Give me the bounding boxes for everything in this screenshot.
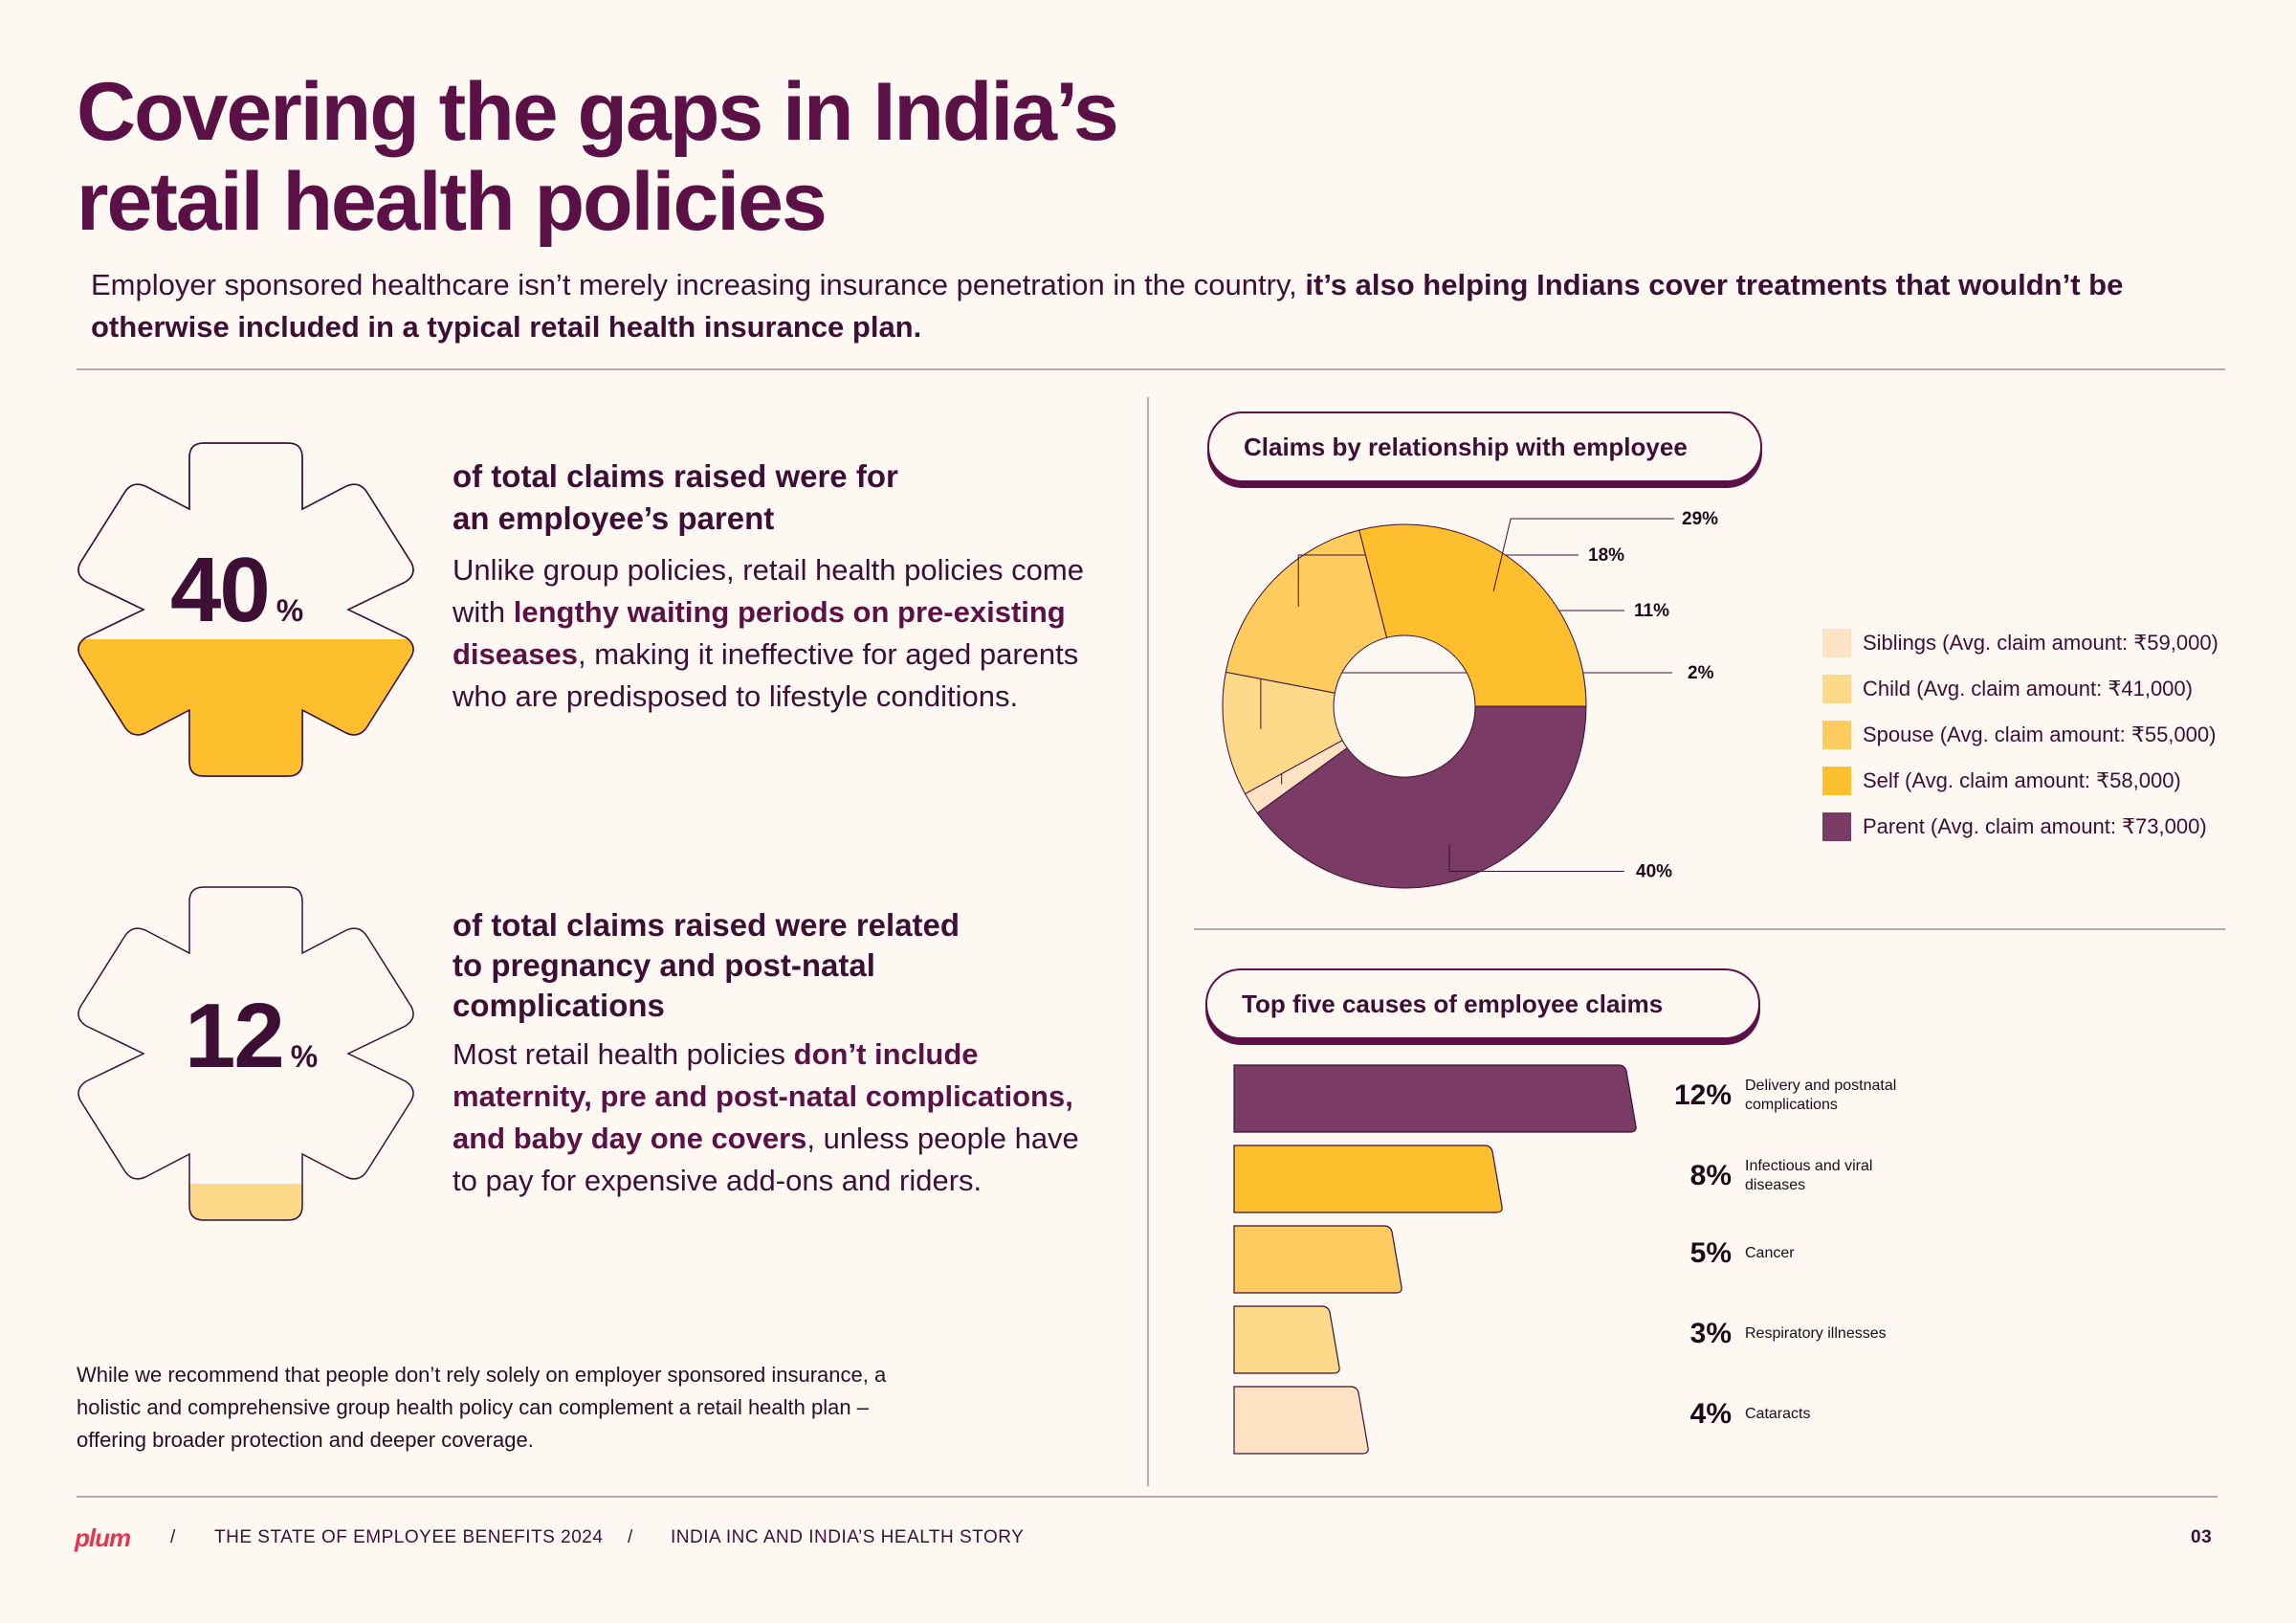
stat2-fill: [189, 1184, 302, 1220]
page-number: 03: [2191, 1527, 2213, 1547]
footer-report-title: THE STATE OF EMPLOYEE BENEFITS 2024: [214, 1527, 604, 1547]
donut-chart: 40% 2% 11% 18% 29%: [1222, 509, 1718, 889]
page-title-line2: retail health policies: [77, 156, 828, 248]
donut-data-label-0: 40%: [1636, 862, 1672, 882]
stat2-body-part2: , unless people have to pay for expensiv…: [453, 1122, 1079, 1197]
donut-legend: Siblings (Avg. claim amount: ₹59,000) Chi…: [1822, 620, 2224, 850]
stat2-heading-line1: of total claims raised were related: [453, 907, 960, 943]
legend-label: Spouse (Avg. claim amount: ₹55,000): [1863, 723, 2217, 746]
stat2-asterisk-icon: [77, 886, 414, 1221]
donut-slice-0: [1256, 705, 1587, 889]
bar-1: [1233, 1145, 1503, 1213]
donut-data-label-4: 29%: [1682, 509, 1718, 529]
right-divider: [1194, 928, 2225, 930]
bar-category-label: Delivery and postnatal complications: [1745, 1078, 1897, 1113]
legend-item: Self (Avg. claim amount: ₹58,000): [1822, 758, 2224, 804]
stat1-heading-line1: of total claims raised were for: [453, 458, 898, 494]
bar-label-row: 4% Cataracts: [1665, 1398, 1936, 1431]
header-divider: [77, 368, 2225, 370]
bar-category-label: Cataracts: [1745, 1406, 1811, 1422]
stat2-body-part1: Most retail health policies: [453, 1037, 794, 1071]
bar-value-label: 8%: [1689, 1160, 1732, 1191]
legend-swatch: [1822, 675, 1851, 703]
bar-chart: [1233, 1064, 1637, 1455]
stat1-heading-line2: an employee’s parent: [453, 500, 775, 536]
stat2-unit: %: [290, 1039, 319, 1074]
bar-category-label: Infectious and viral diseases: [1745, 1158, 1873, 1193]
page-title-line1: Covering the gaps in India’s: [77, 66, 1119, 158]
legend-item: Parent (Avg. claim amount: ₹73,000): [1822, 804, 2224, 850]
legend-swatch: [1822, 721, 1851, 749]
stat1-body-part1: Unlike group policies, retail health pol…: [453, 553, 1084, 629]
stat2-heading: of total claims raised were related to p…: [453, 905, 1103, 1026]
legend-swatch: [1822, 767, 1851, 795]
legend-item: Spouse (Avg. claim amount: ₹55,000): [1822, 712, 2224, 758]
bar-label-row: 5% Cancer: [1665, 1237, 1936, 1270]
donut-leader-0: [1448, 844, 1624, 873]
legend-item: Siblings (Avg. claim amount: ₹59,000): [1822, 620, 2224, 666]
stat2-body: Most retail health policies don’t includ…: [453, 1034, 1103, 1202]
page-title: Covering the gaps in India’s retail heal…: [77, 66, 1119, 248]
plum-logo: plum: [75, 1523, 131, 1552]
stat1-body: Unlike group policies, retail health pol…: [453, 549, 1122, 718]
legend-label: Child (Avg. claim amount: ₹41,000): [1863, 677, 2193, 700]
intro-paragraph: Employer sponsored healthcare isn’t mere…: [91, 264, 2157, 348]
donut-slice-4: [1358, 523, 1587, 707]
footer-separator-1: /: [170, 1527, 176, 1547]
stat2-value: 12 %: [185, 984, 318, 1089]
legend-label: Self (Avg. claim amount: ₹58,000): [1863, 768, 2181, 792]
bar-label-row: 3% Respiratory illnesses: [1665, 1318, 1936, 1350]
bar-category-label: Respiratory illnesses: [1745, 1325, 1887, 1342]
bar-label-row: 12% Delivery and postnatal complications: [1665, 1077, 1936, 1115]
bar-chart-title: Top five causes of employee claims: [1205, 968, 1760, 1039]
stat1-body-bold: lengthy waiting periods on pre-existing …: [453, 595, 1066, 671]
column-divider: [1147, 397, 1149, 1486]
bar-category-label: Cancer: [1745, 1245, 1795, 1261]
stat1-heading: of total claims raised were for an emplo…: [453, 456, 1122, 540]
bar-chart-labels: 12% Delivery and postnatal complications 8…: [1665, 1057, 1952, 1459]
stat2-heading-line3: complications: [453, 988, 665, 1023]
stat1-text: of total claims raised were for an emplo…: [453, 456, 1122, 718]
bar-value-label: 4%: [1689, 1398, 1732, 1430]
donut-leader-4: [1492, 518, 1674, 592]
stat1-body-part2: , making it ineffective for aged parents…: [453, 637, 1079, 713]
bar-4: [1233, 1386, 1369, 1455]
stat1-number: 40: [170, 539, 271, 641]
legend-item: Child (Avg. claim amount: ₹41,000): [1822, 666, 2224, 712]
donut-chart-title: Claims by relationship with employee: [1207, 411, 1762, 482]
closing-text: While we recommend that people don’t rel…: [77, 1363, 887, 1452]
stat1-unit: %: [276, 593, 304, 628]
legend-swatch: [1822, 629, 1851, 657]
footer-section-title: INDIA INC AND INDIA’S HEALTH STORY: [671, 1527, 1025, 1547]
footer-separator-2: /: [628, 1527, 633, 1547]
stat1-asterisk-icon: [77, 442, 414, 777]
legend-label: Parent (Avg. claim amount: ₹73,000): [1863, 814, 2207, 838]
stat2-heading-line2: to pregnancy and post-natal: [453, 947, 875, 983]
bar-2: [1233, 1225, 1402, 1294]
bar-value-label: 5%: [1689, 1237, 1732, 1269]
donut-slice-3: [1225, 529, 1388, 694]
donut-data-label-2: 11%: [1634, 601, 1669, 621]
bar-value-label: 3%: [1689, 1318, 1732, 1349]
bar-label-row: 8% Infectious and viral diseases: [1665, 1157, 1936, 1195]
footer-divider: [77, 1496, 2218, 1498]
stat1-fill: [78, 639, 413, 776]
stat2-text: of total claims raised were related to p…: [453, 905, 1103, 1202]
intro-bold: it’s also helping Indians cover treatmen…: [91, 268, 2124, 344]
intro-plain: Employer sponsored healthcare isn’t mere…: [91, 268, 1306, 301]
stat2-body-bold: don’t include maternity, pre and post-na…: [453, 1037, 1073, 1155]
bar-0: [1233, 1064, 1637, 1133]
stat1-value: 40 %: [170, 538, 303, 643]
donut-data-label-3: 18%: [1588, 545, 1624, 566]
legend-swatch: [1822, 812, 1851, 841]
legend-label: Siblings (Avg. claim amount: ₹59,000): [1863, 631, 2219, 655]
stat2-number: 12: [185, 985, 285, 1087]
bar-3: [1233, 1305, 1340, 1374]
donut-data-label-1: 2%: [1688, 663, 1714, 683]
bar-value-label: 12%: [1673, 1079, 1732, 1111]
